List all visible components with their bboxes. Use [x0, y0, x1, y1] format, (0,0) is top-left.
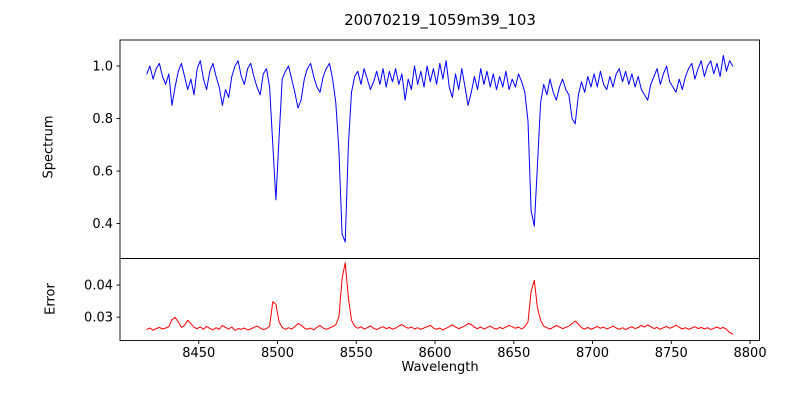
x-tick-label: 8700 [576, 346, 609, 361]
error-y-tick-label: 0.03 [84, 311, 113, 326]
spectrum-line [146, 55, 734, 243]
spectrum-y-tick-label: 1.0 [92, 59, 113, 74]
x-tick-label: 8500 [261, 346, 294, 361]
x-tick-label: 8750 [655, 346, 688, 361]
error-line [146, 262, 734, 335]
chart-title: 20070219_1059m39_103 [344, 11, 536, 29]
error-y-tick-label: 0.04 [84, 279, 113, 294]
spectrum-y-tick-label: 0.8 [92, 112, 113, 127]
x-tick-label: 8650 [497, 346, 530, 361]
spectrum-y-tick-label: 0.4 [92, 217, 113, 232]
x-tick-label: 8550 [340, 346, 373, 361]
x-axis-label: Wavelength [401, 360, 479, 375]
x-tick-label: 8450 [182, 346, 215, 361]
x-tick-label: 8800 [734, 346, 767, 361]
x-tick-label: 8600 [418, 346, 451, 361]
spectrum-y-tick-label: 0.6 [92, 165, 113, 180]
error-panel-border [119, 258, 760, 341]
